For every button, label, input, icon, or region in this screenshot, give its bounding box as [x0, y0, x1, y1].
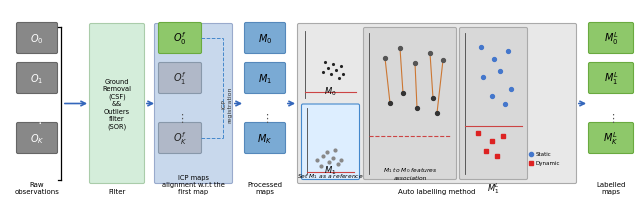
Text: $O_1^f$: $O_1^f$: [173, 70, 187, 87]
Text: Filter: Filter: [108, 188, 125, 194]
FancyBboxPatch shape: [364, 28, 456, 180]
FancyBboxPatch shape: [301, 104, 360, 180]
Text: Set $M_1$ as a reference: Set $M_1$ as a reference: [297, 171, 364, 180]
Text: $M_1^L$: $M_1^L$: [604, 70, 618, 87]
Text: Labelled
maps: Labelled maps: [596, 181, 626, 194]
FancyBboxPatch shape: [589, 123, 634, 154]
Text: $O_1$: $O_1$: [30, 72, 44, 85]
FancyBboxPatch shape: [589, 63, 634, 94]
Text: $M_K$: $M_K$: [257, 131, 273, 145]
Text: $M_K^L$: $M_K^L$: [604, 130, 619, 147]
Text: $\vdots$: $\vdots$: [176, 112, 184, 125]
Text: ICP maps
alignment w.r.t the
first map: ICP maps alignment w.r.t the first map: [162, 174, 225, 194]
FancyBboxPatch shape: [159, 123, 202, 154]
FancyBboxPatch shape: [460, 28, 527, 180]
FancyBboxPatch shape: [17, 23, 58, 54]
Text: $O_0$: $O_0$: [30, 32, 44, 46]
FancyBboxPatch shape: [244, 123, 285, 154]
FancyBboxPatch shape: [159, 63, 202, 94]
Text: Static: Static: [536, 152, 552, 157]
FancyBboxPatch shape: [17, 63, 58, 94]
Text: Raw
observations: Raw observations: [15, 181, 60, 194]
FancyBboxPatch shape: [159, 23, 202, 54]
Text: $M_0^L$: $M_0^L$: [604, 30, 618, 47]
FancyBboxPatch shape: [244, 23, 285, 54]
Text: Ground
Removal
(CSF)
&&
Outliers
filter
(SOR): Ground Removal (CSF) && Outliers filter …: [102, 79, 131, 129]
FancyBboxPatch shape: [298, 24, 577, 184]
Text: $M_1$ to $M_0$ features
association: $M_1$ to $M_0$ features association: [383, 165, 437, 180]
Text: Processed
maps: Processed maps: [248, 181, 282, 194]
FancyBboxPatch shape: [17, 123, 58, 154]
FancyBboxPatch shape: [589, 23, 634, 54]
FancyBboxPatch shape: [90, 24, 145, 184]
Text: Auto labelling method: Auto labelling method: [398, 188, 476, 194]
FancyBboxPatch shape: [154, 24, 232, 184]
Text: $M_1^L$: $M_1^L$: [487, 180, 500, 195]
Text: $\vdots$: $\vdots$: [261, 112, 269, 125]
Text: $M_1$: $M_1$: [258, 72, 272, 85]
Text: $O_K$: $O_K$: [29, 131, 44, 145]
Text: $\vdots$: $\vdots$: [607, 112, 615, 125]
Text: Dynamic: Dynamic: [536, 161, 561, 166]
Text: $O_0^f$: $O_0^f$: [173, 30, 187, 47]
FancyBboxPatch shape: [244, 63, 285, 94]
Text: $M_0$: $M_0$: [324, 86, 337, 98]
Text: $M_0$: $M_0$: [258, 32, 272, 46]
Text: $\vdots$: $\vdots$: [33, 111, 42, 125]
Text: $M_1$: $M_1$: [324, 164, 337, 176]
Text: $O_K^f$: $O_K^f$: [173, 130, 188, 147]
Text: ICP
registration: ICP registration: [221, 86, 232, 122]
